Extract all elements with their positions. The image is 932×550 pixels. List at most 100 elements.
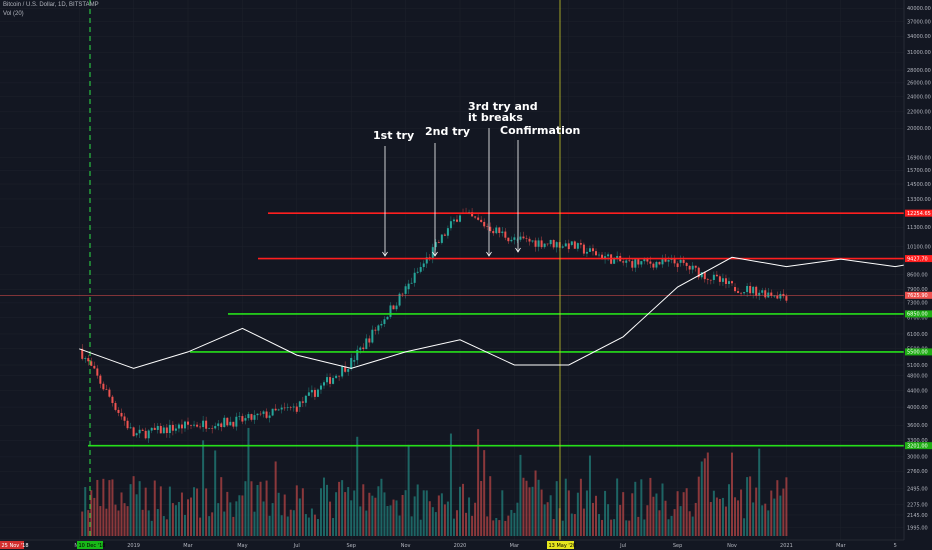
price-tick-27: 3000.00 bbox=[907, 455, 928, 461]
candle-body bbox=[770, 292, 773, 296]
candle-body bbox=[244, 418, 247, 421]
volume-bar bbox=[673, 509, 676, 536]
volume-bar bbox=[368, 492, 371, 536]
candle-body bbox=[359, 347, 362, 350]
candle-body bbox=[105, 389, 108, 390]
candle-body bbox=[528, 238, 531, 242]
volume-bar bbox=[383, 492, 386, 536]
candle-body bbox=[217, 423, 220, 427]
volume-bar bbox=[193, 487, 196, 536]
candle-body bbox=[410, 282, 413, 284]
volume-bar bbox=[241, 495, 244, 536]
volume-bar bbox=[380, 478, 383, 536]
candle-body bbox=[582, 244, 585, 254]
volume-bar bbox=[247, 427, 250, 536]
candle-body bbox=[480, 219, 483, 222]
volume-bar bbox=[313, 514, 316, 536]
candle-body bbox=[205, 420, 208, 429]
level-label-bg-6850.00 bbox=[905, 310, 932, 318]
volume-bar bbox=[117, 510, 120, 536]
volume-bar bbox=[737, 500, 740, 536]
volume-bar bbox=[395, 500, 398, 536]
candle-body bbox=[389, 305, 392, 317]
candle-body bbox=[740, 292, 743, 294]
level-labels: 12254.65 9427.70 7625.90 6850.00 5500.00 3201… bbox=[905, 209, 932, 449]
candle-body bbox=[634, 259, 637, 268]
candle-body bbox=[567, 243, 570, 250]
candle-body bbox=[377, 325, 380, 331]
candle-body bbox=[271, 408, 274, 416]
volume-bar bbox=[132, 476, 135, 536]
volume-bar bbox=[715, 497, 718, 536]
volume-bar bbox=[697, 476, 700, 536]
candle-body bbox=[746, 285, 749, 293]
volume-indicator-label[interactable]: Vol (20) bbox=[3, 11, 24, 17]
volume-bar bbox=[168, 486, 171, 536]
candle-body bbox=[474, 216, 477, 218]
volume-bar bbox=[525, 480, 528, 536]
arrow-2nd-try-head bbox=[432, 251, 438, 257]
volume-bar bbox=[718, 498, 721, 536]
volume-bar bbox=[455, 510, 458, 536]
candle-body bbox=[516, 239, 519, 241]
candle-body bbox=[779, 293, 782, 299]
candle-body bbox=[604, 256, 607, 260]
grid bbox=[0, 0, 904, 540]
volume-bar bbox=[443, 504, 446, 536]
candle-body bbox=[446, 228, 449, 236]
candle-body bbox=[165, 427, 168, 434]
volume-bar bbox=[691, 516, 694, 536]
candle-body bbox=[591, 248, 594, 252]
volume-bar bbox=[703, 458, 706, 536]
candle-body bbox=[141, 429, 144, 431]
level-lines[interactable] bbox=[0, 212, 904, 447]
candle-body bbox=[440, 234, 443, 243]
candle-body bbox=[386, 316, 389, 320]
volume-bar bbox=[180, 492, 183, 536]
candle-body bbox=[486, 226, 489, 227]
volume-bar bbox=[226, 491, 229, 536]
price-tick-22: 4800.00 bbox=[907, 373, 928, 379]
candle-body bbox=[715, 274, 718, 277]
candle-body bbox=[138, 429, 141, 434]
time-tick-8: Mar bbox=[510, 543, 520, 549]
annotation-confirmation: Confirmation bbox=[500, 124, 580, 137]
candle-body bbox=[649, 261, 652, 264]
volume-bar bbox=[667, 519, 670, 536]
volume-bar bbox=[731, 452, 733, 536]
volume-bar bbox=[495, 517, 498, 536]
candle-body bbox=[153, 427, 156, 430]
price-tick-29: 2495.00 bbox=[907, 487, 928, 493]
candle-body bbox=[616, 256, 619, 259]
candle-body bbox=[579, 243, 582, 245]
volume-bar bbox=[504, 520, 507, 536]
volume-bar bbox=[646, 505, 649, 536]
arrow-3rd-try-head bbox=[486, 251, 492, 257]
volume-bar bbox=[743, 518, 746, 536]
volume-bar bbox=[579, 478, 582, 536]
volume-bar bbox=[262, 501, 265, 536]
price-axis[interactable]: 40000.00 37000.00 34000.00 31000.00 28000.00… bbox=[907, 6, 931, 531]
price-tick-13: 11300.00 bbox=[907, 225, 931, 231]
volume-bar bbox=[628, 520, 631, 536]
candle-body bbox=[292, 406, 295, 408]
candle-body bbox=[347, 369, 350, 372]
arrow-confirmation-head bbox=[515, 247, 521, 253]
volume-bar bbox=[531, 486, 534, 536]
candle-body bbox=[404, 286, 407, 294]
volume-bar bbox=[446, 501, 449, 536]
price-tick-25: 3600.00 bbox=[907, 423, 928, 429]
candle-body bbox=[380, 323, 383, 326]
candle-body bbox=[546, 243, 549, 245]
candle-body bbox=[522, 236, 525, 239]
candle-body bbox=[129, 427, 132, 429]
candle-body bbox=[718, 276, 721, 282]
candle-body bbox=[319, 385, 322, 390]
volume-bar bbox=[232, 516, 235, 536]
time-tick-11: Sep bbox=[673, 543, 682, 549]
volume-bar bbox=[773, 498, 776, 536]
candle-body bbox=[637, 259, 640, 265]
volume-bar bbox=[211, 512, 214, 536]
price-tick-5: 26000.00 bbox=[907, 81, 931, 87]
